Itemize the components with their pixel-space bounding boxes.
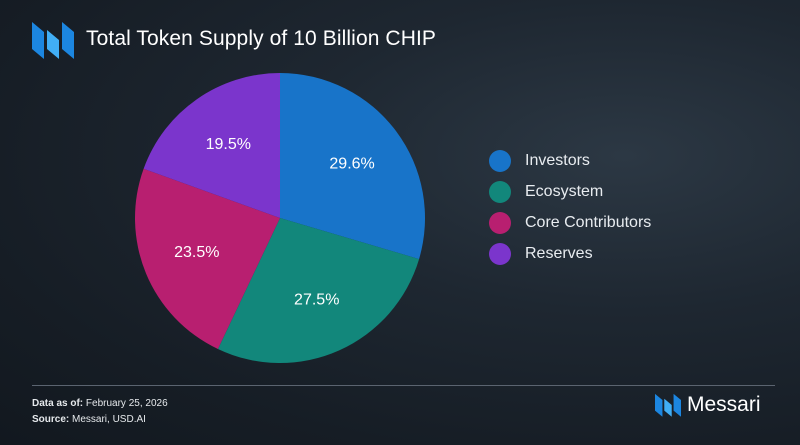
legend-label: Investors (525, 151, 590, 169)
footer-info: Data as of: February 25, 2026 Source: Me… (32, 396, 168, 428)
brand-name: Messari (687, 393, 761, 416)
pie-slice-investors (280, 73, 425, 260)
legend-item-ecosystem: Ecosystem (489, 176, 651, 207)
pie-slice-ecosystem (217, 218, 420, 363)
legend-label: Reserves (525, 244, 593, 262)
data-as-of-value: February 25, 2026 (85, 398, 168, 409)
source-label: Source: (32, 414, 70, 425)
legend-swatch (489, 180, 511, 203)
legend-swatch (489, 149, 511, 172)
pie-slice-reserves (143, 72, 280, 218)
chart-title: Total Token Supply of 10 Billion CHIP (86, 27, 437, 50)
messari-logo-icon (655, 393, 681, 417)
legend-item-core-contributors: Core Contributors (489, 207, 651, 238)
slice-value-label: 23.5% (174, 244, 219, 261)
messari-logo-icon (32, 22, 74, 59)
brand-logo: Messari (655, 392, 761, 418)
legend-label: Ecosystem (525, 182, 604, 200)
source-line: Source: Messari, USD.AI (32, 412, 168, 428)
data-as-of-label: Data as of: (32, 398, 84, 409)
source-value: Messari, USD.AI (72, 414, 146, 425)
legend-item-investors: Investors (489, 145, 651, 176)
slice-value-label: 29.6% (329, 156, 374, 173)
legend-item-reserves: Reserves (489, 238, 651, 269)
legend-swatch (489, 211, 511, 234)
chart-legend: Investors Ecosystem Core Contributors Re… (489, 145, 651, 269)
slice-value-label: 27.5% (294, 292, 339, 309)
legend-swatch (489, 242, 511, 265)
slice-value-label: 19.5% (206, 136, 251, 153)
data-date-line: Data as of: February 25, 2026 (32, 396, 168, 412)
pie-slice-core-contributors (134, 168, 280, 350)
footer-divider (32, 385, 775, 386)
legend-label: Core Contributors (525, 213, 652, 231)
